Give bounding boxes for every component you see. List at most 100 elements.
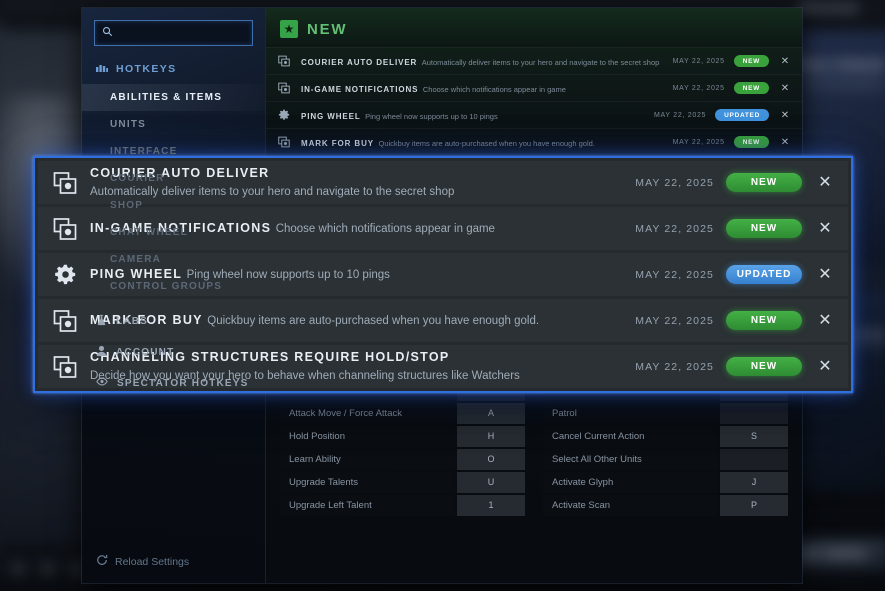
backdrop-promo2-title: DAY UPDATE xyxy=(830,330,885,339)
backdrop-promo-sub-1: New season with quality-of- xyxy=(802,75,885,82)
hotkey-label: Cancel Current Action xyxy=(543,426,718,447)
dialog-row-desc: Automatically deliver items to your hero… xyxy=(90,186,455,199)
list-item[interactable]: MARK FOR BUY Quickbuy items are auto-pur… xyxy=(266,128,802,155)
sidebar-item-camera[interactable]: CAMERA xyxy=(82,246,265,273)
dialog-row-in-game-notifications[interactable]: IN-GAME NOTIFICATIONS Choose which notif… xyxy=(38,207,848,250)
hotkey-binding[interactable]: A xyxy=(457,403,525,424)
dialog-row-desc: Decide how you want your hero to behave … xyxy=(90,370,520,383)
close-icon[interactable]: ✕ xyxy=(780,136,790,148)
list-item-text: IN-GAME NOTIFICATIONS Choose which notif… xyxy=(301,79,664,97)
dialog-row-ping-wheel[interactable]: PING WHEEL Ping wheel now supports up to… xyxy=(38,253,848,296)
flask-icon xyxy=(96,314,107,329)
search-input[interactable] xyxy=(125,27,267,39)
sidebar-group-hotkeys[interactable]: HOTKEYS xyxy=(82,54,265,84)
backdrop-promo2-sub: Patch notes now live xyxy=(823,343,885,350)
dialog-row-mark-for-buy[interactable]: MARK FOR BUY Quickbuy items are auto-pur… xyxy=(38,299,848,342)
sidebar-item-labs[interactable]: LABS xyxy=(82,306,265,337)
close-icon[interactable]: ✕ xyxy=(780,55,790,67)
table-row[interactable]: Activate Scan P xyxy=(543,495,788,516)
new-section-header: ★ NEW xyxy=(266,8,802,47)
window-gear-icon xyxy=(52,354,78,380)
hotkey-binding[interactable]: 1 xyxy=(457,495,525,516)
backdrop-topbar-icons xyxy=(802,4,855,12)
close-icon[interactable]: ✕ xyxy=(818,311,832,329)
list-item[interactable]: COURIER AUTO DELIVER Automatically deliv… xyxy=(266,47,802,74)
table-row[interactable]: Activate Glyph J xyxy=(543,472,788,493)
hotkey-binding[interactable]: S xyxy=(720,426,788,447)
close-icon[interactable]: ✕ xyxy=(780,82,790,94)
dialog-row-date: MAY 22, 2025 xyxy=(635,360,714,373)
status-badge: NEW xyxy=(726,173,802,192)
table-row[interactable]: Hold Position H xyxy=(280,426,525,447)
sidebar-item-shop[interactable]: SHOP xyxy=(82,192,265,219)
sidebar-item-spectator-hotkeys[interactable]: SPECTATOR HOTKEYS xyxy=(82,368,265,398)
hotkey-binding[interactable]: O xyxy=(457,449,525,470)
dialog-row-desc: Choose which notifications appear in gam… xyxy=(275,223,495,236)
star-icon: ★ xyxy=(280,20,298,38)
sidebar-item-abilities-items[interactable]: ABILITIES & ITEMS xyxy=(82,84,265,111)
hotkey-label: Attack Move / Force Attack xyxy=(280,403,455,424)
close-icon[interactable]: ✕ xyxy=(818,265,832,283)
dialog-row-channeling-structures[interactable]: CHANNELING STRUCTURES REQUIRE HOLD/STOP … xyxy=(38,345,848,388)
sidebar-group-label: HOTKEYS xyxy=(116,63,177,75)
sidebar-item-label: ACCOUNT xyxy=(116,347,175,358)
table-row[interactable]: Upgrade Talents U xyxy=(280,472,525,493)
gear-icon xyxy=(276,109,292,121)
sidebar-item-control-groups[interactable]: CONTROL GROUPS xyxy=(82,273,265,300)
table-row[interactable]: Attack Move / Force Attack A xyxy=(280,403,525,424)
sidebar-item-label: ABILITIES & ITEMS xyxy=(110,92,223,103)
list-item-date: MAY 22, 2025 xyxy=(672,84,725,92)
reload-settings-button[interactable]: Reload Settings xyxy=(82,544,265,583)
dialog-row-date: MAY 22, 2025 xyxy=(635,268,714,281)
hotkey-binding[interactable]: P xyxy=(720,495,788,516)
list-item-date: MAY 22, 2025 xyxy=(672,138,725,146)
dialog-row-title: PING WHEEL xyxy=(90,267,183,282)
sidebar-item-label: SPECTATOR HOTKEYS xyxy=(117,377,249,389)
hotkey-label: Learn Ability xyxy=(280,449,455,470)
close-icon[interactable]: ✕ xyxy=(818,357,832,375)
table-row[interactable]: Select All Other Units xyxy=(543,449,788,470)
hotkey-binding[interactable] xyxy=(720,403,788,424)
hotkey-binding[interactable]: H xyxy=(457,426,525,447)
sidebar-item-account[interactable]: ACCOUNT xyxy=(82,337,265,368)
hotkey-binding[interactable]: U xyxy=(457,472,525,493)
backdrop-icon-3 xyxy=(832,4,840,12)
status-badge: UPDATED xyxy=(726,265,802,284)
sidebar-item-chat-wheel[interactable]: CHAT WHEEL xyxy=(82,219,265,246)
sidebar-item-label: SHOP xyxy=(110,200,144,211)
status-badge: NEW xyxy=(726,219,802,238)
close-icon[interactable]: ✕ xyxy=(780,109,790,121)
table-row[interactable]: Upgrade Left Talent 1 xyxy=(280,495,525,516)
gear-icon xyxy=(52,262,78,288)
close-icon[interactable]: ✕ xyxy=(818,173,832,191)
backdrop-chip-1 xyxy=(10,561,26,577)
hotkey-binding[interactable]: J xyxy=(720,472,788,493)
settings-sidebar: HOTKEYS ABILITIES & ITEMS UNITS INTERFAC… xyxy=(82,8,267,583)
sidebar-item-units[interactable]: UNITS xyxy=(82,111,265,138)
dialog-row-date: MAY 22, 2025 xyxy=(635,176,714,189)
grid-dots-icon xyxy=(96,63,108,75)
list-item-date: MAY 22, 2025 xyxy=(654,111,707,119)
list-item-desc: Ping wheel now supports up to 10 pings xyxy=(365,112,498,121)
hotkey-binding[interactable] xyxy=(720,449,788,470)
list-item[interactable]: PING WHEEL Ping wheel now supports up to… xyxy=(266,101,802,128)
table-row[interactable]: Patrol xyxy=(543,403,788,424)
sidebar-item-courier[interactable]: COURIER xyxy=(82,165,265,192)
sidebar-item-interface[interactable]: INTERFACE xyxy=(82,138,265,165)
hotkey-label: Hold Position xyxy=(280,426,455,447)
close-icon[interactable]: ✕ xyxy=(818,219,832,237)
dialog-row-courier-auto-deliver[interactable]: COURIER AUTO DELIVER Automatically deliv… xyxy=(38,161,848,204)
dialog-row-text: IN-GAME NOTIFICATIONS Choose which notif… xyxy=(90,219,623,238)
status-badge: NEW xyxy=(726,357,802,376)
hotkey-label: Upgrade Talents xyxy=(280,472,455,493)
status-badge: NEW xyxy=(733,136,769,148)
table-row[interactable]: Learn Ability O xyxy=(280,449,525,470)
list-item[interactable]: IN-GAME NOTIFICATIONS Choose which notif… xyxy=(266,74,802,101)
search-box[interactable] xyxy=(94,20,267,46)
list-item-text: PING WHEEL Ping wheel now supports up to… xyxy=(301,106,645,124)
hotkey-label: Upgrade Left Talent xyxy=(280,495,455,516)
new-features-list: COURIER AUTO DELIVER Automatically deliv… xyxy=(266,47,802,155)
list-item-desc: Automatically deliver items to your hero… xyxy=(421,58,660,67)
table-row[interactable]: Cancel Current Action S xyxy=(543,426,788,447)
